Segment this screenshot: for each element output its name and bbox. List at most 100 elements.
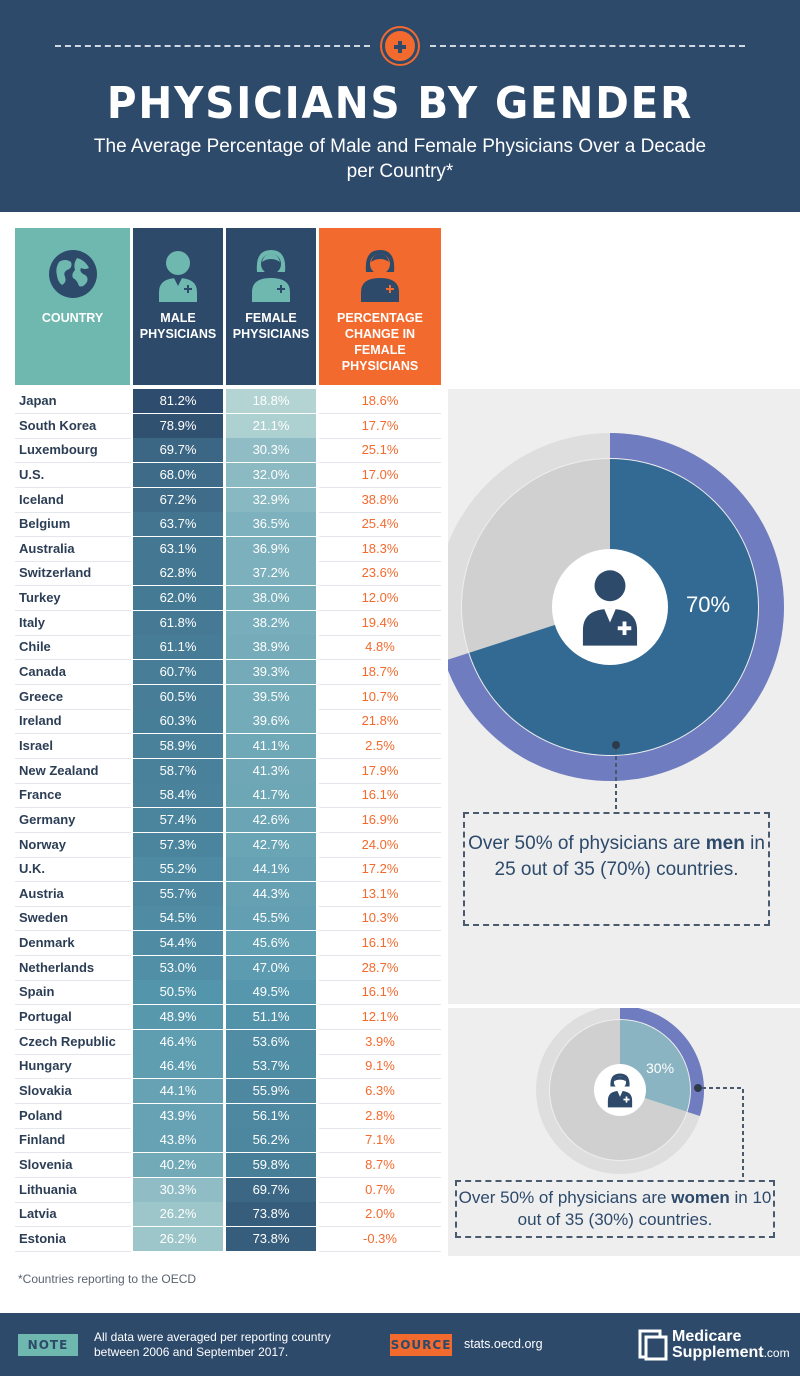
row-country: Sweden [19,910,69,926]
row-change-value: 23.6% [361,565,399,581]
row-female-value: 47.0% [226,955,316,980]
row-male-value: 60.7% [133,660,223,685]
leader-dot [612,741,620,749]
women-callout-post: in 10 out of 35 (30%) countries. [517,1188,772,1229]
row-country: Slovenia [19,1156,73,1172]
table-row: Chile 61.1% 38.9% 4.8% [15,635,443,661]
note-tag: NOTE [18,1334,78,1356]
row-country: Switzerland [19,565,92,581]
row-change-value: 28.7% [361,959,399,975]
row-female-value: 36.9% [226,536,316,561]
row-change-value: 10.7% [361,688,399,704]
row-female-value: 32.0% [226,462,316,487]
row-country: Luxembourg [19,442,98,458]
row-change-value: 16.1% [361,787,399,803]
row-female-value: 41.3% [226,758,316,783]
row-female-value: 44.1% [226,857,316,882]
row-country: South Korea [19,417,97,433]
table-row: Belgium 63.7% 36.5% 25.4% [15,512,443,538]
row-change-value: 16.1% [361,935,399,951]
table-row: Luxembourg 69.7% 30.3% 25.1% [15,438,443,464]
row-male-value: 60.5% [133,684,223,709]
row-change-value: 17.7% [361,417,399,433]
row-change-value: 2.8% [365,1107,395,1123]
column-header-male: MALE PHYSICIANS [133,228,223,385]
source-link[interactable]: stats.oecd.org [464,1337,543,1351]
row-country: Germany [19,811,76,827]
row-female-value: 56.2% [226,1128,316,1153]
female-doctor-icon [607,1073,633,1108]
row-change-value: 17.0% [361,466,399,482]
row-country: Turkey [19,590,61,606]
row-country: France [19,787,62,803]
row-country: U.K. [19,861,45,877]
table-row: Sweden 54.5% 45.5% 10.3% [15,906,443,932]
table-row: Switzerland 62.8% 37.2% 23.6% [15,561,443,587]
row-country: New Zealand [19,762,99,778]
header-divider-left [55,45,370,47]
row-male-value: 60.3% [133,709,223,734]
table-row: Norway 57.3% 42.7% 24.0% [15,832,443,858]
table-row: U.K. 55.2% 44.1% 17.2% [15,857,443,883]
male-doctor-icon [582,570,638,646]
row-female-value: 59.8% [226,1152,316,1177]
table-row: Poland 43.9% 56.1% 2.8% [15,1103,443,1129]
row-male-value: 58.7% [133,758,223,783]
row-female-value: 39.6% [226,709,316,734]
row-male-value: 55.7% [133,881,223,906]
table-row: Finland 43.8% 56.2% 7.1% [15,1128,443,1154]
row-female-value: 55.9% [226,1078,316,1103]
row-female-value: 53.6% [226,1029,316,1054]
row-country: Canada [19,664,66,680]
row-country: Austria [19,885,64,901]
row-male-value: 53.0% [133,955,223,980]
row-female-value: 45.6% [226,931,316,956]
row-country: Portugal [19,1009,72,1025]
men-donut-chart [448,433,784,809]
row-female-value: 51.1% [226,1005,316,1030]
row-change-value: -0.3% [363,1230,397,1246]
table-row: Israel 58.9% 41.1% 2.5% [15,733,443,759]
row-change-value: 7.1% [365,1132,395,1148]
row-male-value: 54.5% [133,906,223,931]
row-male-value: 26.2% [133,1202,223,1227]
row-female-value: 32.9% [226,487,316,512]
row-male-value: 54.4% [133,931,223,956]
row-country: Latvia [19,1206,57,1222]
female-doctor-icon [361,250,399,302]
row-change-value: 4.8% [365,639,395,655]
row-country: Australia [19,540,75,556]
table-row: Denmark 54.4% 45.6% 16.1% [15,931,443,957]
table-row: France 58.4% 41.7% 16.1% [15,783,443,809]
leader-dot [694,1084,702,1092]
row-female-value: 39.5% [226,684,316,709]
table-row: Slovakia 44.1% 55.9% 6.3% [15,1078,443,1104]
table-row: Austria 55.7% 44.3% 13.1% [15,881,443,907]
header-divider-right [430,45,745,47]
row-country: Hungary [19,1058,72,1074]
table-row: Iceland 67.2% 32.9% 38.8% [15,487,443,513]
brand-name-line2: Supplement [672,1344,764,1361]
row-change-value: 8.7% [365,1156,395,1172]
row-female-value: 38.2% [226,610,316,635]
row-male-value: 44.1% [133,1078,223,1103]
note-text: All data were averaged per reporting cou… [94,1330,331,1359]
row-change-value: 10.3% [361,910,399,926]
page-subtitle: The Average Percentage of Male and Femal… [93,136,707,182]
row-male-value: 48.9% [133,1005,223,1030]
row-male-value: 57.4% [133,807,223,832]
row-male-value: 61.8% [133,610,223,635]
row-female-value: 21.1% [226,413,316,438]
medical-cross-icon [382,28,418,64]
women-donut-chart [536,1008,744,1178]
row-male-value: 26.2% [133,1226,223,1251]
row-female-value: 73.8% [226,1226,316,1251]
table-row: Australia 63.1% 36.9% 18.3% [15,536,443,562]
row-country: Slovakia [19,1082,72,1098]
men-callout-bold: men [705,833,745,854]
table-row: Portugal 48.9% 51.1% 12.1% [15,1005,443,1031]
row-male-value: 43.8% [133,1128,223,1153]
table-row: Germany 57.4% 42.6% 16.9% [15,807,443,833]
row-male-value: 46.4% [133,1054,223,1079]
donut-center [552,549,668,665]
